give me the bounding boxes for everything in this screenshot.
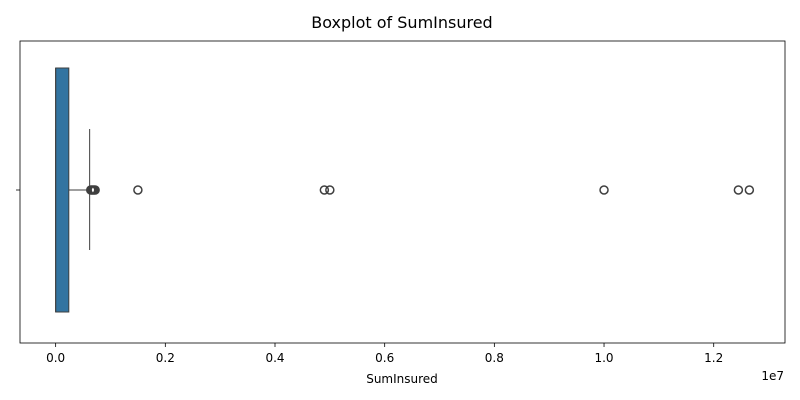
- outlier-point: [325, 185, 335, 195]
- x-axis-label: SumInsured: [366, 372, 438, 386]
- chart-title: Boxplot of SumInsured: [311, 13, 492, 32]
- x-tick-label: 1.2: [704, 351, 723, 365]
- x-tick-label: 0.8: [485, 351, 504, 365]
- outlier-point: [90, 185, 100, 195]
- x-tick-label: 0.0: [46, 351, 65, 365]
- outlier-point: [599, 185, 609, 195]
- outlier-point: [133, 185, 143, 195]
- outlier-points: [85, 185, 755, 195]
- outlier-point: [744, 185, 755, 195]
- x-tick-label: 1.0: [594, 351, 613, 365]
- iqr-box: [55, 67, 70, 313]
- outlier-point: [319, 185, 330, 195]
- x-axis-offset-label: 1e7: [761, 369, 784, 383]
- plot-frame: [19, 40, 786, 344]
- x-axis-ticks: 0.0 0.2 0.4 0.6 0.8 1.0 1.2: [46, 343, 723, 365]
- x-tick-label: 0.4: [265, 351, 284, 365]
- outlier-point: [733, 185, 744, 195]
- x-tick-label: 0.2: [156, 351, 175, 365]
- box-group: [55, 67, 91, 313]
- x-tick-label: 0.6: [375, 351, 394, 365]
